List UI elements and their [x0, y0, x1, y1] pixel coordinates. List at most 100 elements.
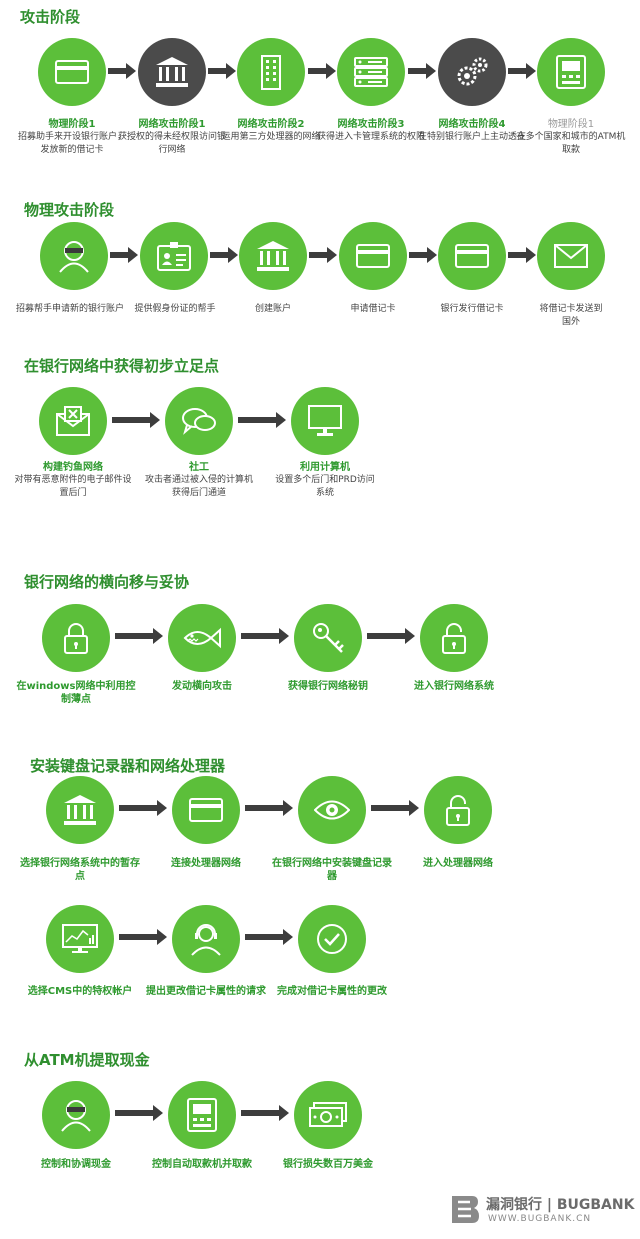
row1-label-6: 物理阶段1 在多个国家和城市的ATM机取款 [516, 118, 626, 157]
eye-icon [314, 800, 350, 820]
row1-title-1: 物理阶段1 [48, 119, 96, 130]
row4-node-fish [168, 604, 236, 672]
section-title-physical-attack: 物理攻击阶段 [24, 201, 115, 219]
section-title-atm-cashout: 从ATM机提取现金 [24, 1051, 150, 1069]
row4-node-key [294, 604, 362, 672]
row1-label-2: 网络攻击阶段1 获授权的得未经权限访问银行网络 [117, 118, 227, 157]
row4-label-1: 在windows网络中利用控制薄点 [14, 680, 138, 706]
row2-node-masked-person [40, 222, 108, 290]
row2-node-card-2 [438, 222, 506, 290]
section-title-keylogger: 安装键盘记录器和网络处理器 [30, 757, 226, 775]
bank-icon [64, 795, 96, 825]
atm-icon [187, 1098, 217, 1132]
credit-card-icon [356, 244, 390, 268]
row7-label-1: 控制和协调现金 [21, 1158, 131, 1171]
row4-arrow-2 [241, 628, 289, 644]
row1-node-building [237, 38, 305, 106]
row5-label-2: 连接处理器网络 [151, 857, 261, 870]
row5-title-1: 选择银行网络系统中的暂存点 [20, 858, 140, 882]
masked-person-icon [59, 241, 89, 273]
row6-title-3: 完成对借记卡属性的更改 [277, 986, 387, 997]
row7-title-1: 控制和协调现金 [41, 1159, 111, 1170]
row2-desc-1: 招募帮手申请新的银行账户 [15, 304, 124, 314]
masked-person-icon [61, 1100, 91, 1132]
bugbank-logo: 漏洞银行 | BUGBANK WWW.BUGBANK.CN [448, 1192, 634, 1232]
row4-arrow-1 [115, 628, 163, 644]
row1-desc-2: 获授权的得未经权限访问银行网络 [117, 132, 226, 155]
row3-title-2: 社工 [189, 462, 209, 473]
row3-title-3: 利用计算机 [300, 462, 350, 473]
row1-node-bank [138, 38, 206, 106]
logo-name: 漏洞银行 | BUGBANK [486, 1197, 635, 1213]
row2-label-6: 将借记卡发送到国外 [536, 303, 606, 329]
row2-arrow-4 [409, 247, 437, 263]
row3-node-phishing [39, 387, 107, 455]
row6-arrow-2 [245, 929, 293, 945]
row5-node-unlock [424, 776, 492, 844]
row2-desc-3: 创建账户 [254, 304, 291, 314]
row6-node-check [298, 905, 366, 973]
bank-icon [156, 57, 188, 87]
row2-desc-6: 将借记卡发送到国外 [539, 304, 603, 327]
row4-node-lock [42, 604, 110, 672]
row1-desc-6: 在多个国家和城市的ATM机取款 [516, 132, 626, 155]
row5-title-3: 在银行网络中安装键盘记录器 [272, 858, 392, 882]
row1-title-2: 网络攻击阶段1 [138, 119, 206, 130]
chat-bubbles-icon [182, 408, 216, 435]
row4-label-4: 进入银行网络系统 [399, 680, 509, 693]
row3-node-chat [165, 387, 233, 455]
row4-label-2: 发动横向攻击 [147, 680, 257, 693]
row5-title-4: 进入处理器网络 [423, 858, 493, 869]
row2-node-id-card [140, 222, 208, 290]
row7-node-cash [294, 1081, 362, 1149]
row7-title-3: 银行损失数百万美金 [283, 1159, 373, 1170]
row1-node-gears [438, 38, 506, 106]
row4-title-2: 发动横向攻击 [172, 681, 232, 692]
row5-arrow-1 [119, 800, 167, 816]
key-icon [313, 623, 344, 653]
row2-label-2: 提供假身份证的帮手 [130, 303, 220, 316]
row2-label-4: 申请借记卡 [318, 303, 428, 316]
row1-arrow-4 [408, 63, 436, 79]
row2-arrow-3 [309, 247, 337, 263]
row3-label-1: 构建钓鱼网络 对带有恶意附件的电子邮件设置后门 [13, 461, 133, 500]
row1-node-server [337, 38, 405, 106]
row3-desc-3: 设置多个后门和PRD访问系统 [275, 475, 375, 498]
check-circle-icon [317, 924, 347, 954]
row3-title-1: 构建钓鱼网络 [43, 462, 103, 473]
unlock-icon [442, 623, 466, 654]
row4-arrow-3 [367, 628, 415, 644]
row4-title-4: 进入银行网络系统 [414, 681, 494, 692]
gears-icon [457, 57, 488, 86]
row3-arrow-1 [112, 412, 160, 428]
row5-arrow-3 [371, 800, 419, 816]
row1-desc-4: 获得进入卡管理系统的权限 [316, 132, 425, 142]
row3-label-2: 社工 攻击者通过被入侵的计算机获得后门通道 [142, 461, 256, 500]
row2-node-card-1 [339, 222, 407, 290]
row1-label-4: 网络攻击阶段3 获得进入卡管理系统的权限 [316, 118, 426, 144]
row6-label-1: 选择CMS中的特权帐户 [15, 985, 145, 998]
row1-label-1: 物理阶段1 招募助手来开设银行账户，发放新的借记卡 [17, 118, 127, 157]
row5-label-1: 选择银行网络系统中的暂存点 [20, 857, 140, 883]
credit-card-icon [455, 244, 489, 268]
bugbank-mark-icon [452, 1196, 479, 1223]
row1-title-6: 物理阶段1 [547, 119, 595, 130]
row6-title-1: 选择CMS中的特权帐户 [27, 986, 133, 997]
atm-icon [556, 55, 586, 89]
row1-label-5: 网络攻击阶段4 在特别银行账户上主动透支 [417, 118, 527, 144]
credit-card-icon [55, 60, 89, 84]
row1-arrow-5 [508, 63, 536, 79]
row2-arrow-1 [110, 247, 138, 263]
row5-label-4: 进入处理器网络 [403, 857, 513, 870]
row2-node-envelope [537, 222, 605, 290]
row2-node-bank [239, 222, 307, 290]
row4-title-3: 获得银行网络秘钥 [288, 681, 368, 692]
credit-card-icon [189, 798, 223, 822]
row2-desc-2: 提供假身份证的帮手 [134, 304, 216, 314]
row2-desc-4: 申请借记卡 [350, 304, 396, 314]
row1-label-3: 网络攻击阶段2 运用第三方处理器的网络 [216, 118, 326, 144]
row2-arrow-5 [508, 247, 536, 263]
row5-label-3: 在银行网络中安装键盘记录器 [272, 857, 392, 883]
row4-label-3: 获得银行网络秘钥 [273, 680, 383, 693]
row2-label-5: 银行发行借记卡 [417, 303, 527, 316]
